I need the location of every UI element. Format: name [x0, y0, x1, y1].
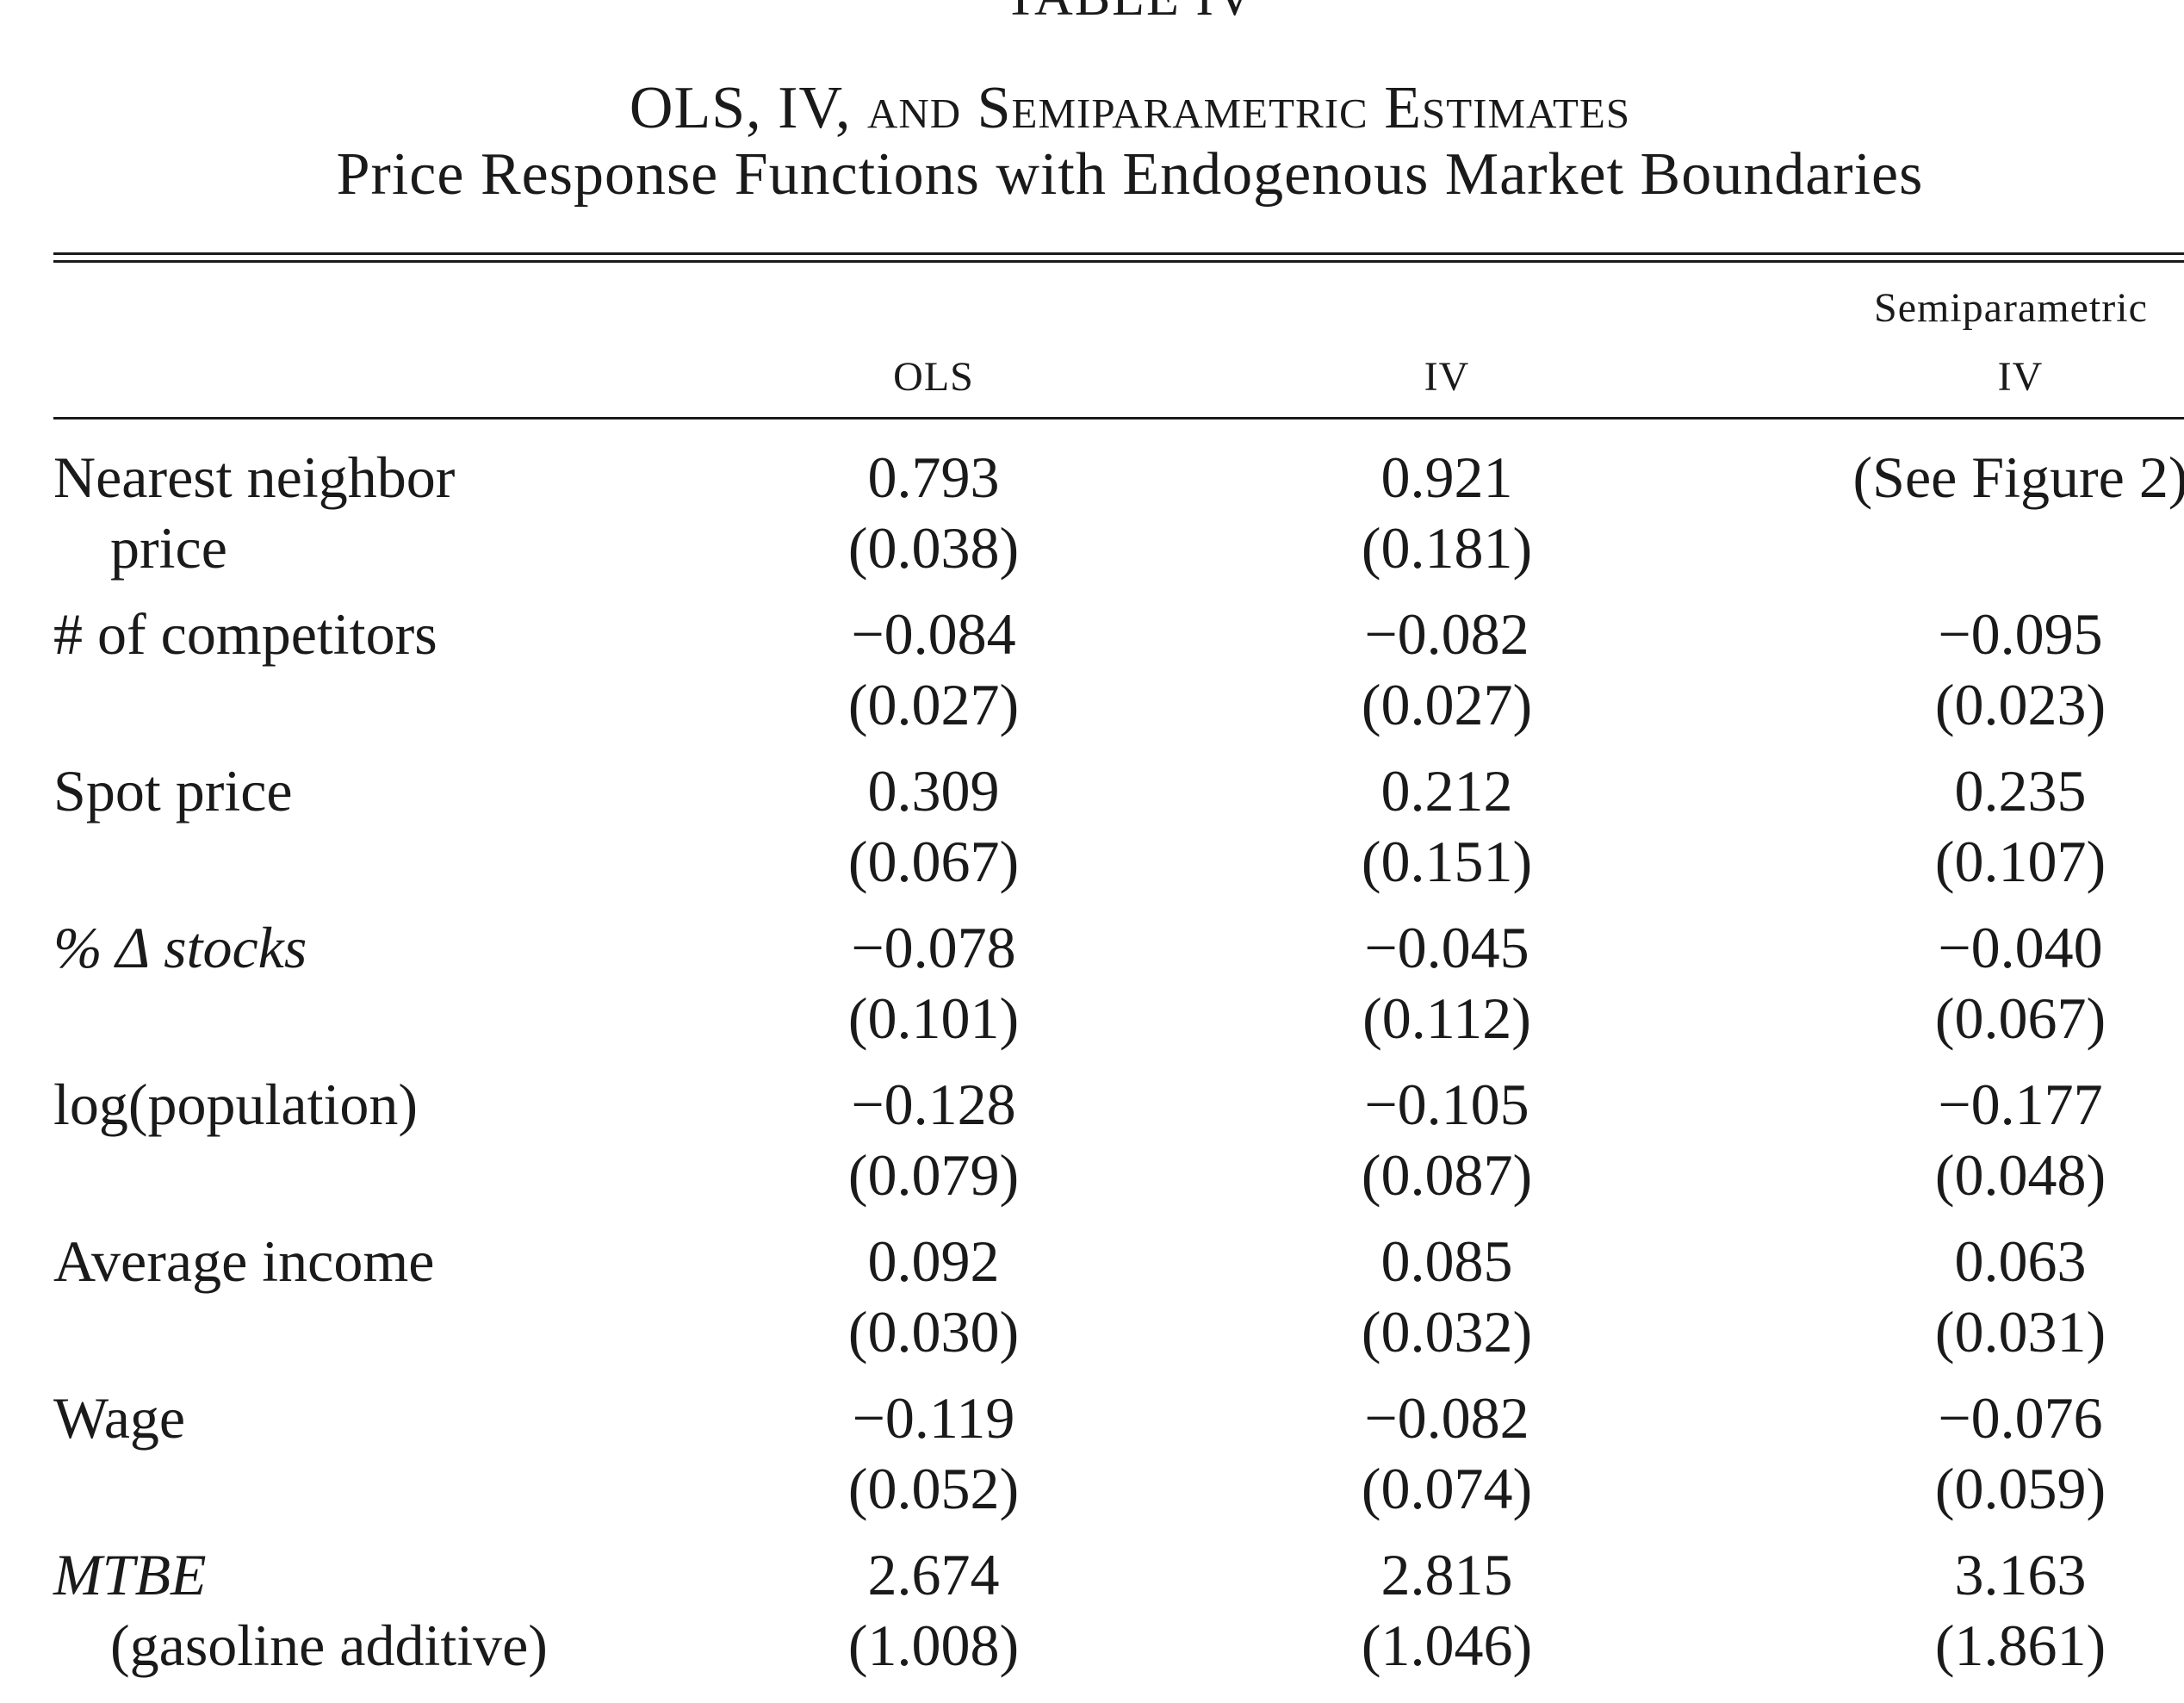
se-iv: (1.046) [1361, 1613, 1533, 1678]
column-super-header: Semiparametric [1874, 285, 2148, 331]
coef-semiparametric-iv: −0.095 [1938, 601, 2103, 667]
se-semiparametric-iv: (1.861) [1934, 1613, 2106, 1678]
row-label: MTBE [53, 1542, 207, 1607]
table-title: OLS, IV, and Semiparametric Estimates [629, 75, 1631, 141]
se-iv: (0.181) [1361, 515, 1533, 581]
coef-ols: −0.119 [852, 1385, 1015, 1451]
se-ols: (0.038) [847, 515, 1020, 581]
coef-semiparametric-iv: 3.163 [1954, 1542, 2087, 1607]
row-label: Nearest neighbor [53, 444, 456, 510]
row-label: Spot price [53, 758, 293, 824]
coef-iv: −0.045 [1364, 915, 1529, 980]
se-iv: (0.027) [1361, 672, 1533, 737]
table-subtitle: Price Response Functions with Endogenous… [336, 141, 1924, 208]
coef-ols: 0.092 [867, 1228, 1000, 1294]
row-label: % Δ stocks [53, 915, 307, 980]
coef-semiparametric-iv: (See Figure 2) [1852, 444, 2184, 510]
se-iv: (0.087) [1361, 1142, 1533, 1208]
coef-ols: 0.309 [867, 758, 1000, 824]
se-ols: (0.067) [847, 829, 1020, 894]
coef-ols: −0.078 [851, 915, 1016, 980]
coef-ols: −0.128 [851, 1072, 1016, 1137]
header-rule [53, 417, 2184, 420]
se-iv: (0.112) [1362, 985, 1531, 1051]
se-semiparametric-iv: (0.059) [1934, 1456, 2106, 1521]
coef-iv: 0.085 [1381, 1228, 1513, 1294]
coef-iv: 0.921 [1381, 444, 1513, 510]
se-ols: (0.030) [847, 1299, 1020, 1364]
se-semiparametric-iv: (0.023) [1934, 672, 2106, 737]
coef-semiparametric-iv: 0.235 [1954, 758, 2087, 824]
coef-iv: −0.105 [1364, 1072, 1529, 1137]
se-semiparametric-iv: (0.031) [1934, 1299, 2106, 1364]
se-iv: (0.074) [1361, 1456, 1533, 1521]
row-label: Wage [53, 1385, 186, 1451]
row-label: # of competitors [53, 601, 437, 667]
se-ols: (0.101) [847, 985, 1020, 1051]
table-label: TABLE IV [0, 0, 2184, 28]
se-semiparametric-iv: (0.048) [1934, 1142, 2106, 1208]
coef-ols: −0.084 [851, 601, 1016, 667]
coef-semiparametric-iv: −0.040 [1938, 915, 2103, 980]
coef-ols: 2.674 [867, 1542, 1000, 1607]
column-header-ols: OLS [893, 354, 974, 400]
column-header-iv: IV [1424, 354, 1470, 400]
se-ols: (0.027) [847, 672, 1020, 737]
coef-iv: 2.815 [1381, 1542, 1513, 1607]
row-label: log(population) [53, 1072, 419, 1137]
se-iv: (0.032) [1361, 1299, 1533, 1364]
coef-ols: 0.793 [867, 444, 1000, 510]
se-semiparametric-iv: (0.067) [1934, 985, 2106, 1051]
coef-iv: 0.212 [1381, 758, 1513, 824]
column-header-semiparametric-iv: IV [1997, 354, 2044, 400]
se-semiparametric-iv: (0.107) [1934, 829, 2106, 894]
se-ols: (0.079) [847, 1142, 1020, 1208]
coef-iv: −0.082 [1364, 1385, 1529, 1451]
coef-semiparametric-iv: 0.063 [1954, 1228, 2087, 1294]
coef-semiparametric-iv: −0.076 [1938, 1385, 2103, 1451]
se-iv: (0.151) [1361, 829, 1533, 894]
se-ols: (1.008) [847, 1613, 1020, 1678]
coef-semiparametric-iv: −0.177 [1938, 1072, 2103, 1137]
row-label-continued: price [110, 515, 227, 581]
coef-iv: −0.082 [1364, 601, 1529, 667]
top-double-rule-lower [53, 260, 2184, 263]
row-label-continued: (gasoline additive) [110, 1613, 548, 1678]
se-ols: (0.052) [847, 1456, 1020, 1521]
top-double-rule-upper [53, 252, 2184, 255]
row-label: Average income [53, 1228, 435, 1294]
